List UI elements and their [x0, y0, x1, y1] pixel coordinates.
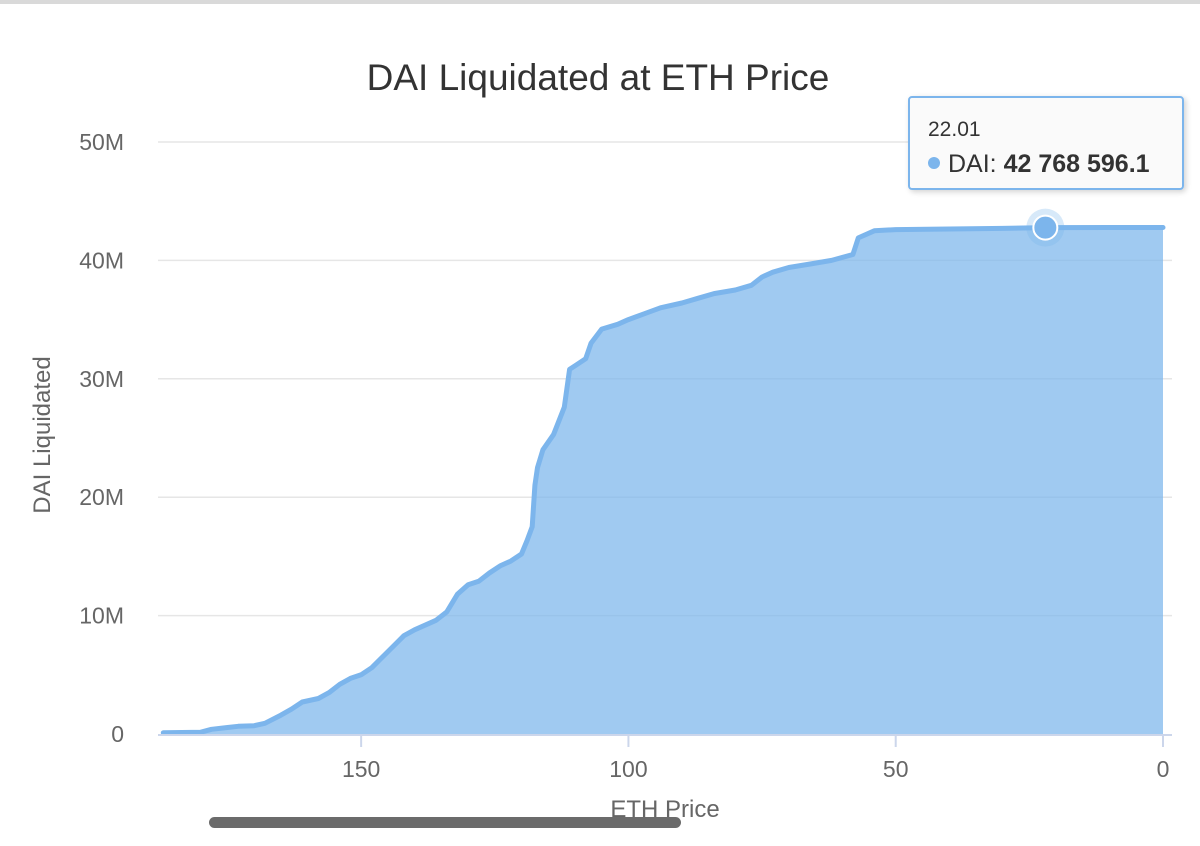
- x-tick-label: 0: [1157, 756, 1170, 782]
- top-border: [0, 0, 1200, 4]
- y-tick-label: 10M: [79, 603, 124, 629]
- y-tick-label: 50M: [79, 129, 124, 155]
- tooltip: 22.01 DAI: 42 768 596.1: [908, 96, 1184, 190]
- tooltip-series-name: DAI:: [948, 150, 997, 178]
- x-axis-labels: 150 100 50 0: [342, 756, 1169, 782]
- x-tick-label: 150: [342, 756, 380, 782]
- y-tick-label: 30M: [79, 366, 124, 392]
- x-tick-label: 100: [609, 756, 647, 782]
- hover-marker-point: [1032, 214, 1059, 241]
- x-axis: [158, 734, 1172, 747]
- series-line: [160, 225, 1166, 736]
- series-area-fill: [163, 227, 1164, 734]
- chart-title: DAI Liquidated at ETH Price: [367, 57, 830, 98]
- y-tick-label: 40M: [79, 247, 124, 273]
- series-area: [160, 225, 1166, 736]
- tooltip-value: 42 768 596.1: [1003, 150, 1150, 178]
- y-axis-labels: 0 10M 20M 30M 40M 50M: [79, 129, 124, 747]
- horizontal-scrollbar-thumb[interactable]: [209, 817, 681, 828]
- tooltip-x-value: 22.01: [928, 118, 981, 141]
- x-tick-label: 50: [883, 756, 909, 782]
- tooltip-series-dot-icon: [928, 157, 940, 170]
- y-tick-label: 0: [111, 721, 124, 747]
- y-axis-title: DAI Liquidated: [29, 356, 56, 513]
- hover-marker: [1026, 208, 1065, 247]
- y-tick-label: 20M: [79, 484, 124, 510]
- tooltip-series-row: DAI: 42 768 596.1: [928, 150, 1150, 179]
